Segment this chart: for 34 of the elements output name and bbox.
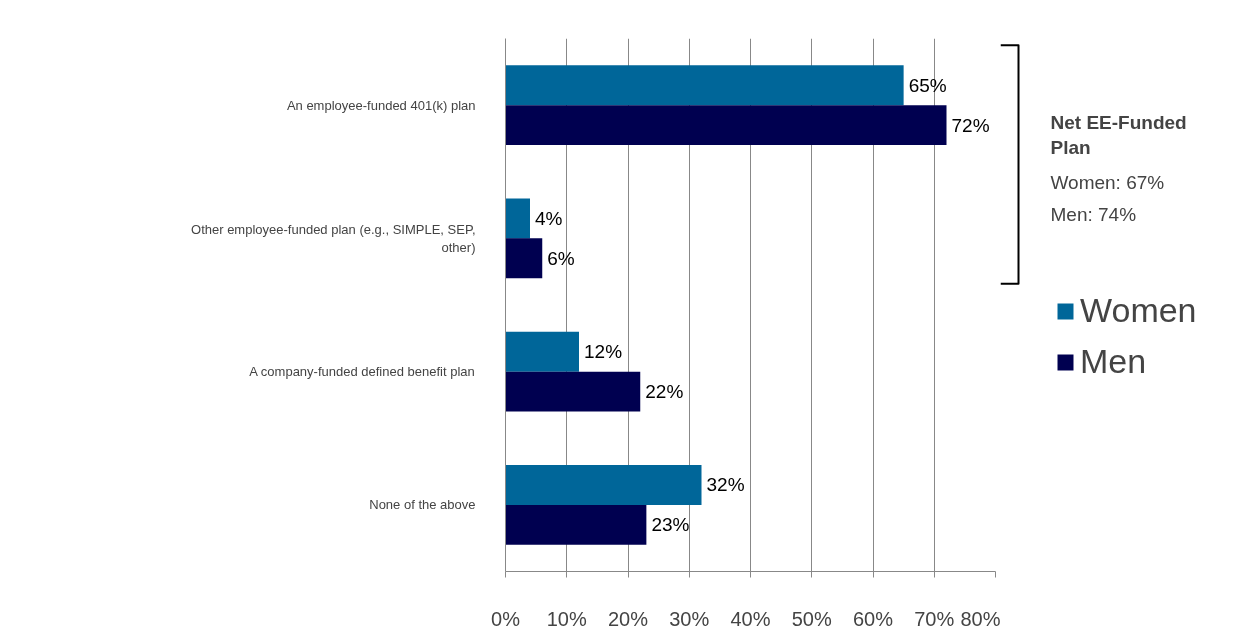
bar (505, 504, 647, 545)
data-label: 65% (908, 74, 947, 96)
x-tick-label: 70% (914, 607, 955, 630)
data-label: 6% (547, 247, 575, 269)
bar (505, 371, 641, 412)
y-tick-label: None of the above (369, 497, 476, 513)
legend-label: Women (1080, 291, 1197, 330)
y-tick-label: An employee-funded 401(k) plan (286, 97, 476, 113)
bar (505, 65, 904, 106)
text: Net EE-Funded Plan (1050, 111, 1187, 158)
data-label: 12% (584, 341, 623, 363)
data-label: 4% (535, 207, 563, 229)
bar (505, 198, 530, 239)
bar (505, 238, 543, 279)
y-tick-label: Other employee-funded plan (e.g., SIMPLE, SEP, other) (191, 221, 476, 255)
x-tick-label: 40% (730, 607, 771, 630)
x-tick-label: 30% (669, 607, 710, 630)
x-tick-label: 80% (960, 607, 1001, 630)
bar (505, 105, 947, 146)
x-tick-label: 0% (491, 607, 521, 630)
data-label: 32% (706, 474, 745, 496)
bar (505, 331, 579, 372)
y-tick-label: A company-funded defined benefit plan (249, 364, 475, 380)
legend-label: Men (1080, 342, 1147, 381)
x-tick-label: 10% (546, 607, 587, 630)
x-tick-label: 60% (852, 607, 894, 630)
bar (505, 464, 702, 505)
x-tick-label: 20% (607, 607, 649, 630)
data-label: 23% (651, 514, 690, 536)
text: Women: 67% (1050, 171, 1165, 193)
text: Men: 74% (1050, 203, 1137, 225)
data-label: 72% (951, 114, 990, 136)
x-tick-label: 50% (791, 607, 832, 630)
data-label: 22% (645, 381, 684, 403)
